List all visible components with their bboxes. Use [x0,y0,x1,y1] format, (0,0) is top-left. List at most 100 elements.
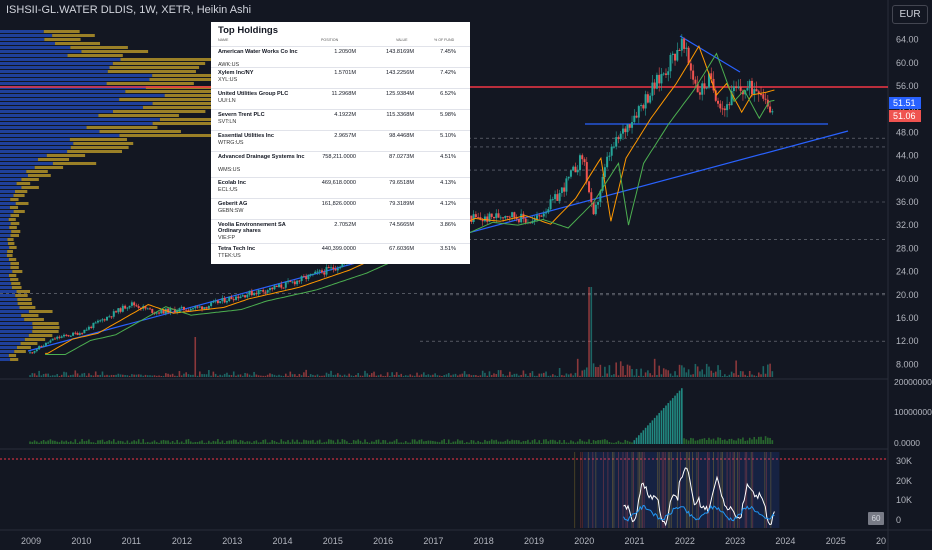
time-tick-label: 20 [876,536,886,546]
volume-bar [739,371,742,377]
profile-bar-up [0,258,9,261]
volume-bar [262,375,264,377]
volume-bar [76,373,79,377]
profile-bar-up [0,282,12,285]
candle-body [94,322,97,324]
volume-bar [542,372,545,377]
profile-bar-up [0,310,29,313]
candle-body [581,155,584,160]
holding-ticker: WMS:US [218,167,241,173]
profile-bar-down [14,350,26,353]
cum-volume-bar [518,440,520,444]
candle-body [513,212,516,218]
volume-bar [366,373,369,377]
volume-bar [280,375,283,377]
cum-volume-bar [212,440,215,444]
volume-bar [255,374,258,377]
candle-body [53,338,56,340]
volume-bar [321,375,323,377]
candle-body [237,296,240,299]
cum-volume-bar [771,440,774,444]
profile-bar-down [67,54,123,57]
cum-volume-bar [275,442,278,444]
cum-volume-bar [373,441,375,444]
profile-bar-up [0,318,25,321]
cum-volume-bar [94,442,97,444]
profile-bar-down [32,322,59,325]
profile-bar-down [28,310,53,313]
volume-bar [628,365,631,377]
volume-bar [212,371,215,377]
candle-body [210,302,213,306]
volume-bar [404,375,407,377]
candle-body [318,270,321,272]
cum-volume-bar [217,439,219,444]
holding-value: 125.9384M [386,91,414,97]
profile-bar-up [0,302,18,305]
candle-body [680,38,683,51]
cum-volume-bar [230,440,233,444]
cum-volume-bar [391,441,393,444]
profile-bar-down [21,186,39,189]
volume-bar [309,374,312,377]
volume-bar [88,373,90,377]
profile-bar-up [0,118,160,121]
scale-badge[interactable]: 60 [868,512,884,525]
cum-volume-bar [239,440,242,444]
volume-bar [355,374,357,377]
candle-body [185,309,188,311]
volume-bar [185,372,188,377]
volume-bar [724,374,726,377]
cum-volume-bar [427,440,430,444]
candle-body [271,287,274,290]
cum-volume-bar [438,442,441,444]
candle-body [244,295,247,298]
cum-volume-bar [307,440,310,444]
cum-volume-bar [76,442,79,444]
candle-body [327,267,330,269]
volume-bar [137,374,140,377]
cum-volume-bar [332,440,335,444]
profile-bar-up [0,162,53,165]
holding-row: American Water Works Co Inc AWK:US 1.2050M… [211,46,470,68]
volume-bar [178,371,181,377]
time-tick-label: 2009 [21,536,41,546]
cum-volume-bar [384,440,387,444]
profile-bar-down [8,354,17,357]
profile-bar-down [52,162,97,165]
cum-volume-bar [101,439,104,444]
profile-bar-down [21,314,39,317]
candle-body [42,345,45,347]
cum-volume-bar [583,441,586,444]
volume-bar [502,374,504,377]
cum-volume-bar [85,440,88,444]
holding-position: 2.7052M [334,222,356,228]
candle-body [144,306,147,309]
candle-body [748,80,751,89]
cum-volume-bar [545,439,547,444]
volume-bar [409,374,412,377]
volume-bar [348,373,350,377]
profile-bar-down [86,126,158,129]
candle-body [628,124,631,128]
volume-bar [751,374,753,377]
price-tick-label: 20.00 [896,290,919,300]
holding-ticker: UU/:LN [218,97,236,104]
currency-button[interactable]: EUR [892,5,928,24]
volume-bar [377,375,380,377]
volume-bar [40,375,43,377]
profile-bar-down [8,218,16,221]
volume-bar [237,374,240,377]
profile-bar-down [34,166,64,169]
volume-bar [119,374,122,377]
cum-volume-bar [468,442,470,444]
profile-bar-up [0,330,33,333]
volume-bar [241,375,244,377]
volume-bar [685,372,688,377]
profile-bar-down [11,282,21,285]
profile-bar-up [0,94,165,97]
candle-body [590,192,593,203]
volume-bar [284,373,287,377]
candle-body [723,108,726,111]
candle-body [223,298,226,303]
